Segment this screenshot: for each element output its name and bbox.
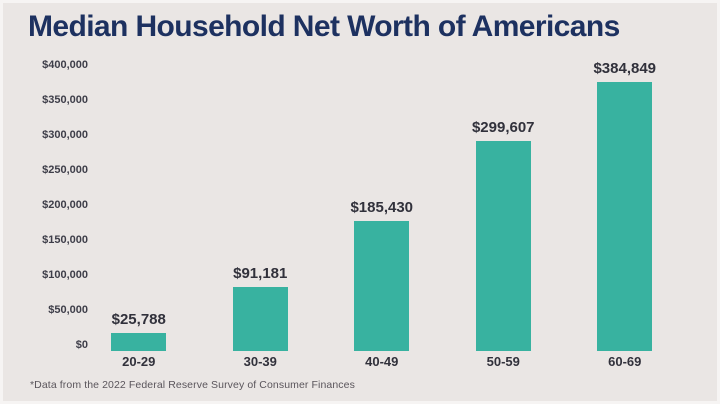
y-axis: $0 $50,000 $100,000 $150,000 $200,000 $250,00…	[0, 0, 88, 404]
bar	[111, 332, 167, 351]
bar-group: $299,607	[443, 119, 565, 351]
bar-group: $91,181	[200, 265, 322, 351]
y-axis-tick-label: $200,000	[42, 199, 88, 211]
y-axis-tick-label: $400,000	[42, 59, 88, 71]
bar	[232, 287, 288, 351]
x-axis-category-label: 50-59	[486, 354, 520, 369]
y-axis-tick-label: $350,000	[42, 94, 88, 106]
bar-group: $185,430	[321, 199, 443, 351]
x-axis-category-label: 30-39	[243, 354, 277, 369]
bar	[475, 141, 531, 351]
bars-container: $25,788 20-29 $91,181 30-39 $185,430 40-49 $29…	[78, 0, 686, 404]
x-axis-category-label: 40-49	[365, 354, 399, 369]
y-axis-tick-label: $250,000	[42, 164, 88, 176]
bar-value-label: $91,181	[233, 265, 288, 283]
bar-group: $384,849	[564, 60, 686, 351]
bar	[597, 81, 653, 351]
bar-value-label: $185,430	[350, 199, 414, 217]
bar	[354, 221, 410, 351]
chart-title: Median Household Net Worth of Americans	[28, 10, 620, 43]
bar-group: $25,788	[78, 311, 200, 351]
bar-value-label: $299,607	[471, 119, 535, 137]
y-axis-tick-label: $300,000	[42, 129, 88, 141]
y-axis-tick-label: $0	[75, 339, 88, 351]
source-footnote: *Data from the 2022 Federal Reserve Surv…	[30, 379, 355, 391]
x-axis-category-label: 60-69	[608, 354, 642, 369]
bar-value-label: $25,788	[111, 310, 166, 328]
bar-value-label: $384,849	[593, 59, 657, 77]
y-axis-tick-label: $50,000	[48, 304, 88, 316]
y-axis-tick-label: $150,000	[42, 234, 88, 246]
y-axis-tick-label: $100,000	[42, 269, 88, 281]
x-axis-category-label: 20-29	[122, 354, 156, 369]
